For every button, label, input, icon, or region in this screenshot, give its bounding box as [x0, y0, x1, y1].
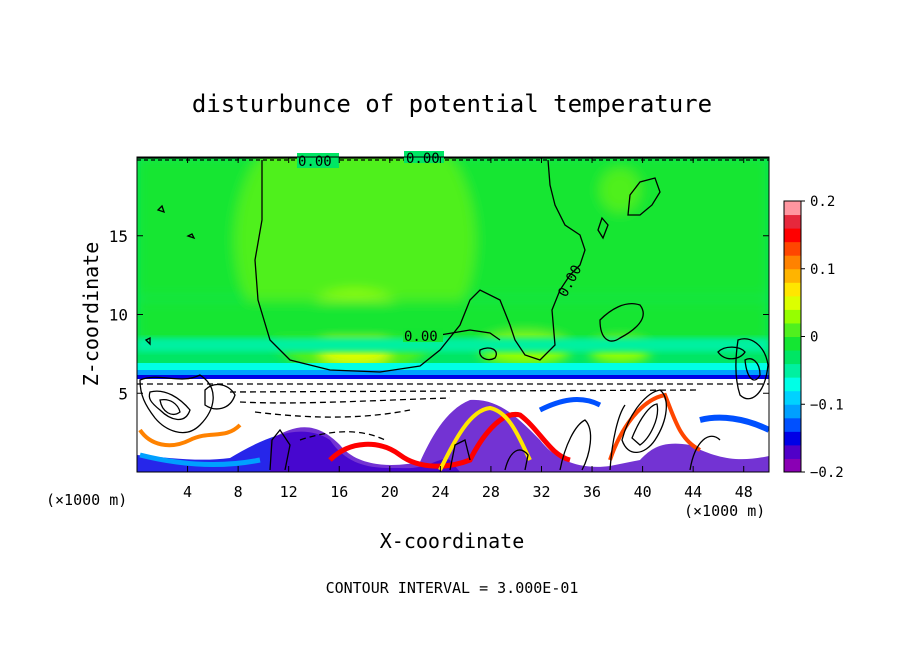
- field-upper: [137, 157, 769, 380]
- x-tick-label: 24: [431, 483, 449, 501]
- x-tick-label: 16: [330, 483, 348, 501]
- colorbar-swatch: [784, 241, 801, 256]
- colorbar-swatch: [784, 444, 801, 459]
- y-tick-label: 10: [109, 306, 128, 325]
- colorbar: 0.2 0.1 0 −0.1 −0.2: [783, 194, 844, 481]
- colorbar-swatch: [784, 417, 801, 432]
- colorbar-swatch: [784, 431, 801, 446]
- x-tick-label: 32: [532, 483, 550, 501]
- colorbar-swatch: [784, 255, 801, 270]
- colorbar-swatch: [784, 228, 801, 243]
- x-tick-label: 12: [280, 483, 298, 501]
- colorbar-swatch: [784, 214, 801, 229]
- footer-contour-interval: CONTOUR INTERVAL = 3.000E-01: [326, 579, 579, 597]
- colorbar-swatch: [784, 322, 801, 337]
- colorbar-tick-label: 0.1: [810, 262, 835, 278]
- x-unit-left: (×1000 m): [46, 491, 127, 509]
- x-tick-label: 40: [634, 483, 652, 501]
- colorbar-swatch: [784, 377, 801, 392]
- x-tick-label: 48: [735, 483, 753, 501]
- colorbar-tick-label: −0.1: [810, 397, 844, 413]
- x-tick-label: 36: [583, 483, 601, 501]
- colorbar-swatch: [784, 295, 801, 310]
- colorbar-tick-label: 0: [810, 330, 818, 346]
- plot-area: [137, 157, 769, 472]
- y-axis-label: Z-coordinate: [79, 242, 103, 387]
- colorbar-swatch: [784, 268, 801, 283]
- colorbar-swatch: [784, 350, 801, 365]
- x-tick-label: 20: [381, 483, 399, 501]
- x-tick-label: 8: [234, 483, 243, 501]
- colorbar-swatch: [784, 458, 801, 473]
- x-unit-right: (×1000 m): [684, 502, 765, 520]
- colorbar-swatch: [784, 309, 801, 324]
- contour-label: 0.00: [298, 154, 332, 170]
- colorbar-swatch: [784, 336, 801, 351]
- colorbar-swatch: [784, 390, 801, 405]
- colorbar-swatch: [784, 201, 801, 216]
- chart-title: disturbunce of potential temperature: [192, 90, 712, 118]
- colorbar-swatch: [784, 404, 801, 419]
- colorbar-swatch: [784, 282, 801, 297]
- contour-label: 0.00: [404, 329, 438, 345]
- x-axis-label: X-coordinate: [380, 529, 525, 553]
- x-tick-label: 4: [183, 483, 192, 501]
- colorbar-swatch: [784, 363, 801, 378]
- y-tick-label: 15: [109, 227, 128, 246]
- colorbar-tick-label: −0.2: [810, 465, 844, 481]
- y-tick-label: 5: [118, 384, 128, 403]
- contour-lines: [137, 157, 769, 471]
- colorbar-tick-label: 0.2: [810, 194, 835, 210]
- x-tick-label: 44: [684, 483, 702, 501]
- x-tick-label: 28: [482, 483, 500, 501]
- contour-label: 0.00: [406, 151, 440, 167]
